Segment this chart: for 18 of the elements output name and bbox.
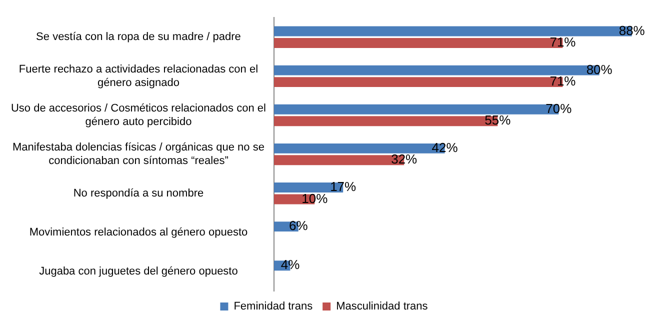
data-label: 42%: [432, 140, 458, 156]
data-label: 4%: [280, 257, 300, 272]
y-tick-label: Movimientos relacionados al género opuesto: [29, 226, 248, 238]
data-label: 71%: [550, 34, 576, 50]
y-tick-label: Uso de accesorios / Cosméticos relacionados con el género auto percibido: [10, 102, 266, 128]
legend-label: Feminidad trans: [234, 300, 314, 313]
y-tick-label: No respondía a su nombre: [73, 187, 204, 200]
data-label: 88%: [618, 22, 646, 38]
y-tick-label: Se vestía con la ropa de su madre / padre: [36, 31, 241, 44]
y-tick-label: Manifestaba dolencias físicas / orgánicas que no se condicionaban con síntomas “reales”: [12, 142, 264, 167]
data-label: 70%: [546, 100, 572, 116]
y-tick-label: Fuerte rechazo a actividades relacionadas con el género asignado: [18, 64, 258, 89]
legend-label: Masculinidad trans: [336, 300, 428, 313]
data-label: 80%: [586, 62, 613, 77]
data-label: 6%: [288, 218, 308, 234]
y-tick-label: Jugaba con juguetes del género opuesto: [39, 266, 238, 278]
data-label: 71%: [550, 74, 576, 89]
data-label: 55%: [484, 112, 512, 128]
